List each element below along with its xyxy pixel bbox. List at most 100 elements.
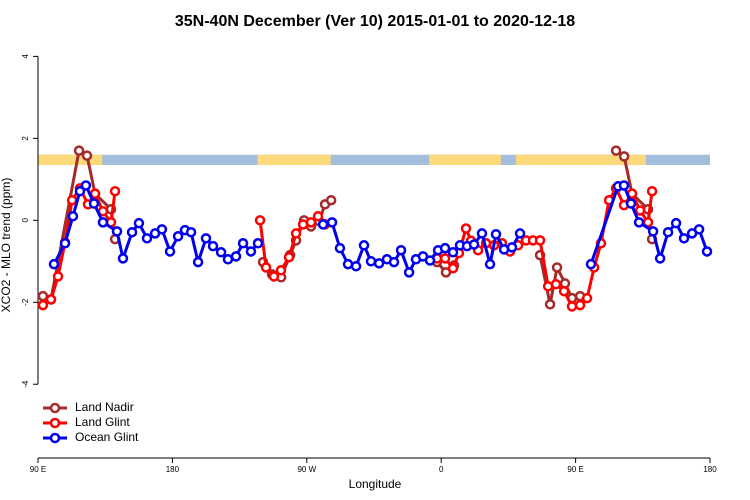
- series-point: [192, 256, 204, 268]
- x-tick-label: 180: [703, 465, 717, 474]
- series-point: [476, 228, 488, 239]
- y-tick-label: -4: [21, 380, 30, 388]
- series-point: [325, 194, 337, 206]
- series-point: [66, 194, 78, 206]
- series-point: [141, 233, 153, 244]
- series-point: [365, 256, 377, 267]
- series-point: [490, 228, 502, 240]
- series-point: [237, 238, 249, 249]
- series-point: [164, 246, 176, 257]
- series-point: [447, 247, 459, 258]
- series-point: [506, 242, 518, 253]
- series-point: [662, 226, 674, 238]
- series-point: [172, 231, 184, 242]
- series-point: [185, 226, 197, 238]
- series-point: [37, 290, 49, 302]
- series-point: [109, 185, 121, 197]
- series-point: [222, 253, 234, 265]
- series-point: [126, 226, 138, 238]
- series-point: [439, 253, 451, 264]
- series-point: [618, 151, 630, 162]
- series-point: [117, 253, 129, 264]
- series-point: [373, 258, 385, 269]
- series-point: [574, 299, 586, 311]
- series-point: [585, 258, 597, 270]
- series-point: [647, 226, 659, 237]
- y-axis-label: XCO2 - MLO trend (ppm): [0, 178, 13, 313]
- series-point: [514, 228, 526, 239]
- series-point: [334, 242, 346, 254]
- series-point: [67, 210, 79, 222]
- series-point: [283, 251, 295, 263]
- series-point: [81, 150, 93, 161]
- series-point: [534, 235, 546, 246]
- y-tick-label: 4: [21, 54, 30, 59]
- series-point: [52, 271, 64, 282]
- series-point: [484, 258, 496, 270]
- series-point: [74, 185, 86, 197]
- series-point: [252, 238, 264, 249]
- series-point: [670, 217, 682, 229]
- series-point: [230, 251, 242, 262]
- series-point: [693, 224, 705, 235]
- series-point: [305, 217, 317, 228]
- series-point: [207, 240, 219, 252]
- series-point: [633, 217, 645, 228]
- band-land: [515, 154, 646, 165]
- series-point: [654, 253, 666, 264]
- series-point: [254, 215, 266, 226]
- series-point: [111, 226, 123, 237]
- series-point: [388, 256, 400, 268]
- series-point: [317, 219, 329, 230]
- series-point: [701, 246, 713, 257]
- series-point: [634, 205, 646, 216]
- series-point: [566, 301, 578, 312]
- series-point: [403, 267, 415, 278]
- series-point: [245, 246, 257, 257]
- band-ocean: [38, 154, 710, 165]
- series-point: [215, 247, 227, 258]
- series-point: [133, 217, 145, 229]
- band-land: [257, 154, 331, 165]
- series-point: [73, 145, 85, 156]
- series-point: [260, 262, 272, 273]
- series-point: [678, 233, 690, 244]
- series-point: [625, 198, 637, 209]
- series-point: [447, 263, 459, 274]
- series-point: [395, 244, 407, 256]
- x-axis-label: Longitude: [349, 477, 402, 491]
- legend-marker: [49, 432, 61, 444]
- series-point: [45, 294, 57, 305]
- series-point: [326, 217, 338, 228]
- legend-label: Land Nadir: [75, 400, 134, 414]
- series-point: [610, 145, 622, 156]
- series-point: [544, 299, 556, 310]
- legend-label: Ocean Glint: [75, 430, 139, 444]
- y-tick-label: -2: [21, 298, 30, 306]
- series-point: [37, 299, 49, 311]
- series-point: [97, 217, 109, 228]
- series-point: [439, 242, 451, 254]
- series-point: [350, 260, 362, 272]
- x-tick-label: 0: [439, 465, 444, 474]
- series-point: [550, 278, 562, 290]
- legend-marker: [49, 417, 61, 429]
- legend-label: Land Glint: [75, 415, 130, 429]
- series-point: [156, 224, 168, 235]
- series-point: [312, 210, 324, 222]
- series-point: [342, 258, 354, 270]
- series-point: [646, 185, 658, 197]
- series-point: [200, 233, 212, 244]
- band-land: [38, 154, 103, 165]
- chart-title: 35N-40N December (Ver 10) 2015-01-01 to …: [175, 13, 575, 30]
- series-point: [59, 238, 71, 249]
- band-land: [429, 154, 501, 165]
- series-point: [358, 240, 370, 251]
- series-point: [275, 265, 287, 276]
- x-tick-label: 180: [166, 465, 180, 474]
- series-point: [48, 258, 60, 270]
- series-point: [424, 255, 436, 266]
- y-tick-label: 0: [21, 218, 30, 223]
- series-point: [581, 292, 593, 304]
